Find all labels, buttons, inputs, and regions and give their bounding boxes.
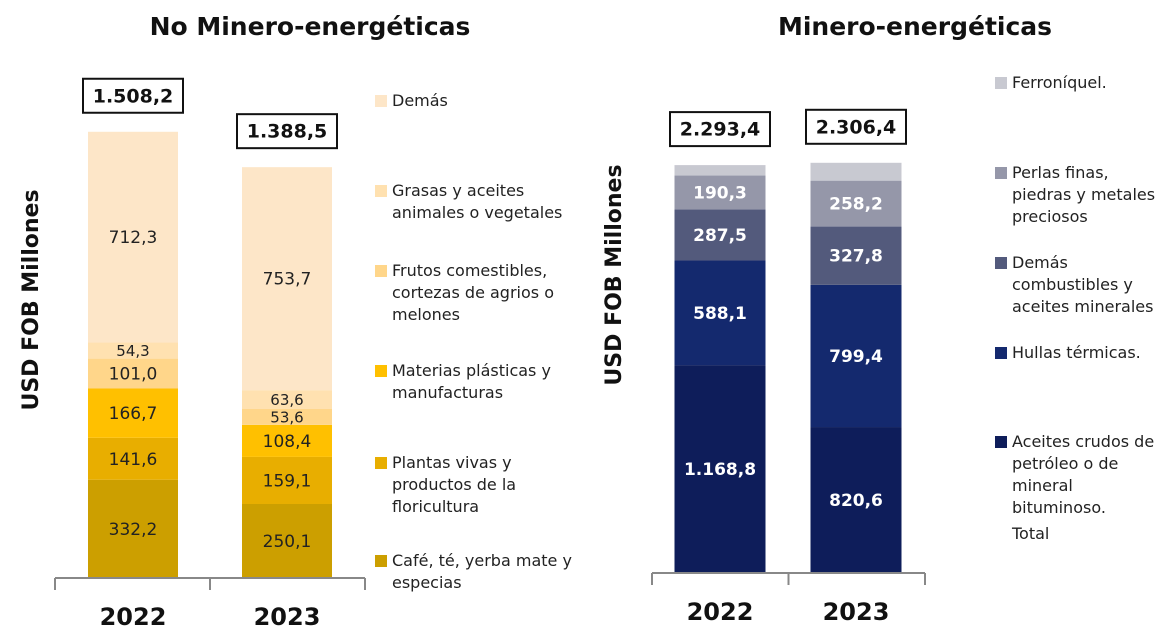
value-label: 287,5 [693,226,747,246]
x-tick-label: 2022 [100,603,167,631]
legend-label: Grasas y aceites animales o vegetales [392,181,563,222]
bar-segment [88,342,178,359]
total-box [236,113,338,150]
y-axis-label: USD FOB Millones [602,164,627,385]
legend-label: Demás combustibles y aceites minerales [1012,253,1154,316]
legend-swatch [375,95,387,107]
bar-segment [674,175,766,210]
value-label: 799,4 [829,347,883,367]
bar-segment [810,180,902,227]
total-box [82,77,184,114]
bar-segment [88,131,178,343]
value-label: 108,4 [263,432,312,452]
legend-swatch [375,185,387,197]
value-label: 820,6 [829,491,883,511]
bar-segment [242,390,332,409]
bar-segment [810,162,902,181]
legend-label: Aceites crudos de petróleo o de mineral … [1012,432,1155,517]
legend-label: Hullas térmicas. [1012,343,1141,362]
total-label: 2.306,4 [816,116,897,138]
value-label: 159,1 [263,471,312,491]
bar-segment [674,365,766,573]
x-tick-label: 2022 [687,598,754,626]
value-label: 54,3 [116,342,149,360]
legend-swatch [995,77,1007,89]
value-label: 753,7 [263,270,312,290]
legend-swatch [995,167,1007,179]
bar-segment [88,358,178,389]
bar-segment [242,503,332,578]
value-label: 250,1 [263,532,312,552]
value-label: 332,2 [109,520,158,540]
legend-item: Perlas finas, piedras y metales precioso… [995,162,1160,228]
legend-item: Ferroníquel. [995,72,1160,94]
bar-segment [88,437,178,480]
legend-swatch [995,436,1007,448]
bar-segment [242,424,332,457]
x-tick-label: 2023 [823,598,890,626]
legend-label: Perlas finas, piedras y metales precioso… [1012,163,1156,226]
legend-label: Demás [392,91,448,110]
value-label: 166,7 [109,404,158,424]
chart-title: No Minero-energéticas [150,12,471,41]
legend-item: Aceites crudos de petróleo o de mineral … [995,431,1160,519]
value-label: 327,8 [829,247,883,267]
legend-item: Total [995,523,1160,545]
legend-label: Frutos comestibles, cortezas de agrios o… [392,261,554,324]
total-box [669,111,771,148]
bar-segment [88,479,178,578]
legend-item: Materias plásticas y manufacturas [375,360,575,404]
legend-label: Plantas vivas y productos de la floricul… [392,453,517,516]
bar-segment [242,408,332,425]
legend-label: Materias plásticas y manufacturas [392,361,551,402]
value-label: 53,6 [270,408,303,426]
bar-segment [810,284,902,428]
legend-label: Total [1012,524,1050,543]
bar-segment [674,165,766,176]
bar-segment [88,388,178,438]
legend-item: Grasas y aceites animales o vegetales [375,180,575,224]
value-label: 101,0 [109,365,158,385]
value-label: 588,1 [693,304,747,324]
value-label: 190,3 [693,183,747,203]
legend-label: Café, té, yerba mate y especias [392,551,572,592]
bar-segment [674,260,766,366]
legend-item: Demás combustibles y aceites minerales [995,252,1160,318]
legend-item: Café, té, yerba mate y especias [375,550,575,594]
bar-segment [810,226,902,285]
legend-swatch [995,347,1007,359]
chart-title: Minero-energéticas [778,12,1052,41]
bar-segment [674,209,766,261]
total-label: 2.293,4 [680,119,761,141]
value-label: 712,3 [109,228,158,248]
legend-label: Ferroníquel. [1012,73,1107,92]
value-label: 63,6 [270,391,303,409]
total-label: 1.388,5 [247,121,328,143]
x-tick-label: 2023 [254,603,321,631]
legend-swatch [375,365,387,377]
legend-item: Plantas vivas y productos de la floricul… [375,452,575,518]
value-label: 258,2 [829,195,883,215]
value-label: 141,6 [109,450,158,470]
legend-swatch [375,265,387,277]
bar-segment [242,167,332,391]
total-label: 1.508,2 [93,85,174,107]
legend-swatch [995,257,1007,269]
bar-segment [242,456,332,504]
legend-swatch [375,457,387,469]
legend-item: Demás [375,90,575,112]
bar-segment [810,427,902,573]
legend-item: Hullas térmicas. [995,342,1160,364]
legend-swatch [375,555,387,567]
y-axis-label: USD FOB Millones [19,189,44,410]
value-label: 1.168,8 [684,460,756,480]
total-box [805,108,907,145]
legend-item: Frutos comestibles, cortezas de agrios o… [375,260,575,326]
